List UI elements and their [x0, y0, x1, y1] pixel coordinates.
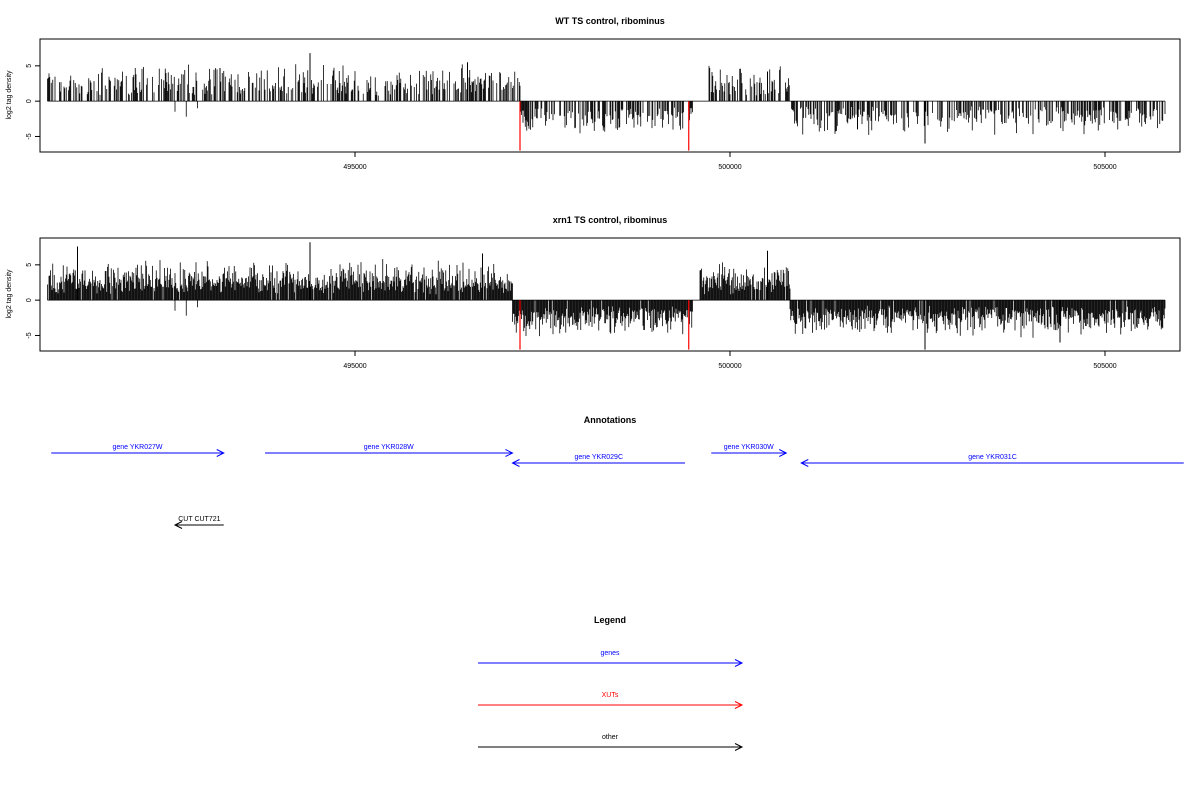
annotation-feature: CUT CUT721 — [173, 516, 224, 529]
x-tick-label: 495000 — [343, 363, 366, 370]
y-axis-label: log2 tag density — [6, 269, 13, 319]
arrow-head — [734, 659, 744, 667]
legend-label: other — [602, 734, 619, 741]
wt-coverage-panel: WT TS control, ribominus log2 tag densit… — [6, 16, 1181, 171]
legend: Legend genes XUTs other — [478, 615, 744, 751]
y-tick-label: 0 — [26, 99, 33, 103]
arrow-head — [173, 521, 183, 529]
feature-label: gene YKR031C — [968, 454, 1017, 461]
arrow-head — [779, 449, 788, 457]
annotation-feature: gene YKR028W — [265, 444, 514, 457]
plot-frame — [39, 237, 1181, 352]
legend-label: genes — [600, 650, 620, 657]
legend-item: other — [478, 734, 744, 751]
annotation-feature: gene YKR030W — [711, 444, 788, 457]
arrow-head — [734, 701, 744, 709]
x-tick-label: 505000 — [1093, 363, 1116, 370]
axes: 495000 500000 505000 -5 0 5 — [26, 38, 1181, 171]
legend-title: Legend — [594, 615, 626, 625]
feature-label: gene YKR029C — [574, 454, 623, 461]
arrow-head — [505, 449, 514, 457]
legend-item: genes — [478, 650, 744, 667]
legend-items: genes XUTs other — [478, 650, 744, 751]
feature-label: gene YKR027W — [112, 444, 162, 451]
x-tick-label: 505000 — [1093, 164, 1116, 171]
annotation-feature: gene YKR027W — [51, 444, 225, 457]
y-tick-label: -5 — [26, 332, 33, 338]
coverage-bars — [47, 242, 1166, 350]
annotation-feature: gene YKR031C — [800, 454, 1184, 467]
plot-frame — [39, 38, 1181, 153]
annotation-feature: gene YKR029C — [511, 454, 685, 467]
annotations-track: Annotations gene YKR027W gene YKR028Wgene… — [51, 415, 1184, 529]
y-tick-label: 5 — [26, 64, 33, 68]
panel-title: WT TS control, ribominus — [555, 16, 665, 26]
y-tick-label: 0 — [26, 298, 33, 302]
arrow-head — [216, 449, 225, 457]
feature-label: gene YKR028W — [364, 444, 414, 451]
legend-item: XUTs — [478, 692, 744, 709]
legend-label: XUTs — [602, 692, 619, 699]
x-tick-label: 500000 — [718, 164, 741, 171]
y-tick-label: -5 — [26, 133, 33, 139]
x-tick-label: 495000 — [343, 164, 366, 171]
y-tick-label: 5 — [26, 263, 33, 267]
annotations-title: Annotations — [584, 415, 637, 425]
annotation-features: gene YKR027W gene YKR028W gene YKR029C gene… — [51, 444, 1184, 529]
panel-title: xrn1 TS control, ribominus — [553, 215, 668, 225]
feature-label: gene YKR030W — [724, 444, 774, 451]
arrow-head — [511, 459, 520, 467]
arrow-head — [734, 743, 744, 751]
feature-label: CUT CUT721 — [178, 516, 220, 523]
arrow-head — [800, 459, 809, 467]
xrn1-coverage-panel: xrn1 TS control, ribominus log2 tag dens… — [6, 215, 1181, 370]
y-axis-label: log2 tag density — [6, 70, 13, 120]
x-tick-label: 500000 — [718, 363, 741, 370]
coverage-bars — [47, 53, 1166, 151]
axes: 495000 500000 505000 -5 0 5 — [26, 237, 1181, 370]
